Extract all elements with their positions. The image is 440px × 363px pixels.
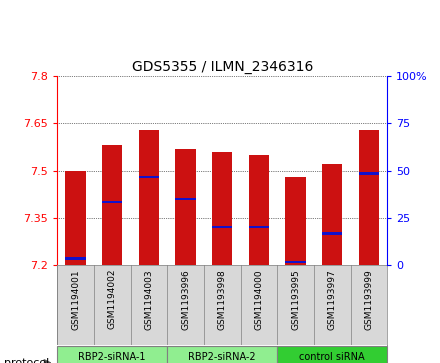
Text: control siRNA
transfected: control siRNA transfected — [299, 352, 365, 363]
Bar — [249, 226, 269, 228]
Bar — [212, 152, 232, 265]
Bar — [286, 177, 306, 265]
FancyBboxPatch shape — [167, 346, 277, 363]
FancyBboxPatch shape — [277, 346, 387, 363]
Text: GSM1194003: GSM1194003 — [144, 269, 154, 330]
FancyBboxPatch shape — [57, 346, 167, 363]
Text: GSM1193996: GSM1193996 — [181, 269, 190, 330]
Text: GSM1193997: GSM1193997 — [328, 269, 337, 330]
Text: GSM1194001: GSM1194001 — [71, 269, 80, 330]
Text: RBP2-siRNA-2
transfected: RBP2-siRNA-2 transfected — [188, 352, 256, 363]
Bar — [322, 232, 342, 235]
Bar — [322, 164, 342, 265]
Bar — [139, 176, 159, 178]
Bar — [286, 261, 306, 263]
Bar — [176, 148, 196, 265]
Bar — [212, 226, 232, 228]
Text: GSM1193998: GSM1193998 — [218, 269, 227, 330]
Text: GSM1193995: GSM1193995 — [291, 269, 300, 330]
Title: GDS5355 / ILMN_2346316: GDS5355 / ILMN_2346316 — [132, 60, 313, 74]
Text: GSM1194002: GSM1194002 — [108, 269, 117, 330]
Text: RBP2-siRNA-1
transfected: RBP2-siRNA-1 transfected — [78, 352, 146, 363]
Bar — [139, 130, 159, 265]
Text: protocol: protocol — [4, 358, 50, 363]
Bar — [102, 201, 122, 203]
Bar — [249, 155, 269, 265]
Bar — [66, 257, 86, 260]
Bar — [359, 172, 379, 175]
Bar — [102, 146, 122, 265]
Text: GSM1193999: GSM1193999 — [364, 269, 374, 330]
Bar — [66, 171, 86, 265]
Bar — [359, 130, 379, 265]
Bar — [176, 198, 196, 200]
Text: GSM1194000: GSM1194000 — [254, 269, 264, 330]
